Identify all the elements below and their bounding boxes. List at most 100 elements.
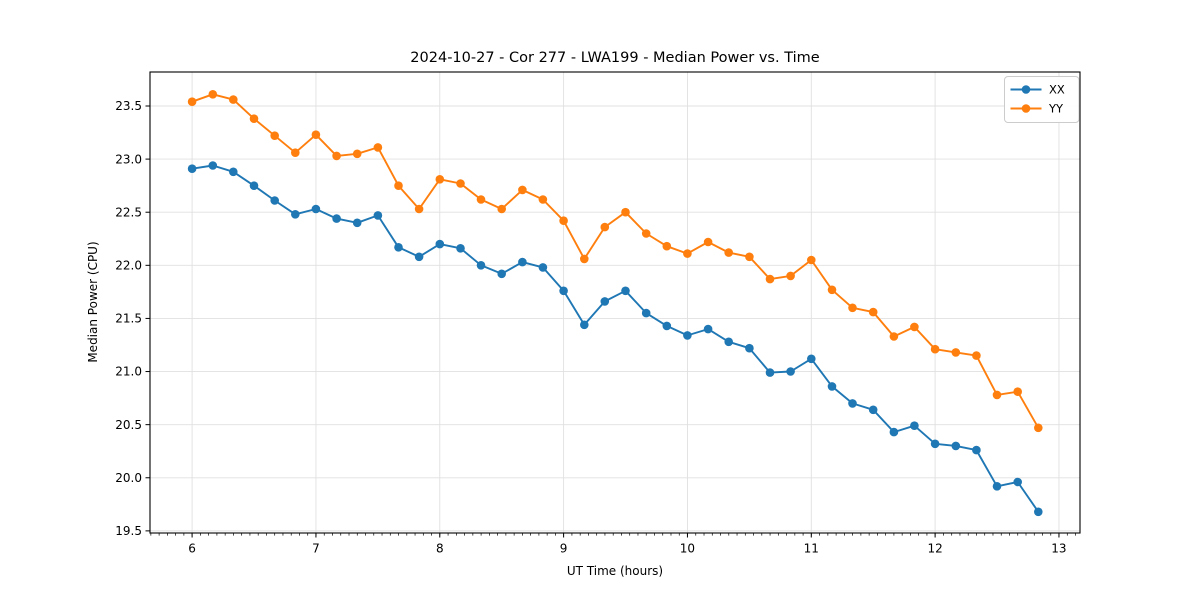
data-point-xx bbox=[476, 261, 486, 270]
y-tick-label: 21.0 bbox=[115, 365, 142, 379]
data-point-yy bbox=[291, 148, 300, 157]
x-tick-label: 8 bbox=[436, 542, 444, 556]
data-point-xx bbox=[229, 167, 238, 177]
data-point-yy bbox=[580, 254, 589, 264]
x-tick-label: 7 bbox=[312, 542, 320, 556]
data-point-yy bbox=[559, 216, 568, 225]
data-series bbox=[187, 90, 1043, 517]
data-point-yy bbox=[662, 241, 672, 251]
data-point-xx bbox=[786, 367, 795, 376]
data-point-yy bbox=[972, 351, 981, 360]
data-point-yy bbox=[249, 114, 259, 123]
data-point-xx bbox=[889, 427, 899, 437]
data-point-yy bbox=[394, 181, 403, 190]
data-point-yy bbox=[745, 252, 754, 262]
x-tick-label: 6 bbox=[188, 542, 196, 556]
legend-marker-yy bbox=[1021, 104, 1031, 113]
data-point-yy bbox=[497, 204, 507, 214]
data-point-xx bbox=[600, 297, 610, 306]
data-point-xx bbox=[745, 343, 754, 353]
data-point-yy bbox=[910, 322, 919, 332]
data-point-xx bbox=[992, 482, 1002, 491]
y-tick-label: 22.0 bbox=[115, 259, 142, 273]
legend-label-xx: XX bbox=[1049, 83, 1065, 97]
data-point-xx bbox=[827, 382, 837, 391]
data-point-xx bbox=[332, 214, 341, 223]
data-point-yy bbox=[641, 229, 651, 238]
data-point-xx bbox=[683, 331, 692, 340]
x-tick-label: 12 bbox=[927, 542, 942, 556]
data-point-xx bbox=[910, 421, 919, 431]
x-tick-label: 10 bbox=[680, 542, 695, 556]
data-point-yy bbox=[414, 204, 424, 214]
data-point-yy bbox=[951, 348, 961, 357]
data-point-yy bbox=[311, 130, 321, 139]
data-point-yy bbox=[889, 332, 899, 341]
data-point-xx bbox=[1013, 477, 1022, 487]
data-point-yy bbox=[270, 131, 280, 140]
data-point-xx bbox=[538, 263, 548, 272]
data-point-yy bbox=[1013, 387, 1022, 397]
data-point-yy bbox=[229, 95, 238, 104]
plot-area bbox=[150, 72, 1080, 533]
data-point-yy bbox=[332, 151, 341, 161]
y-tick-label: 22.5 bbox=[115, 205, 142, 219]
data-point-xx bbox=[621, 286, 630, 296]
data-point-yy bbox=[1034, 423, 1043, 433]
data-point-xx bbox=[1034, 507, 1043, 517]
y-axis-label: Median Power (CPU) bbox=[86, 241, 100, 362]
data-point-xx bbox=[724, 337, 733, 347]
data-point-yy bbox=[683, 249, 692, 258]
data-point-xx bbox=[249, 181, 259, 190]
data-point-xx bbox=[930, 439, 940, 449]
data-point-yy bbox=[621, 207, 630, 217]
data-point-yy bbox=[352, 149, 362, 159]
data-point-yy bbox=[208, 90, 218, 99]
data-point-yy bbox=[724, 248, 733, 257]
y-tick-label: 21.5 bbox=[115, 312, 142, 326]
plot-frame bbox=[149, 71, 1081, 534]
data-point-yy bbox=[476, 195, 486, 204]
data-point-yy bbox=[187, 97, 197, 106]
data-point-xx bbox=[559, 286, 568, 296]
legend-marker-xx bbox=[1021, 85, 1031, 94]
data-point-xx bbox=[951, 441, 961, 451]
x-tick-label: 11 bbox=[804, 542, 819, 556]
data-point-xx bbox=[518, 257, 527, 267]
data-point-xx bbox=[208, 161, 218, 170]
data-point-yy bbox=[456, 179, 465, 188]
x-axis-label: UT Time (hours) bbox=[567, 564, 663, 578]
data-point-xx bbox=[187, 164, 197, 173]
data-point-xx bbox=[291, 210, 300, 219]
data-point-xx bbox=[662, 321, 672, 331]
data-point-xx bbox=[270, 196, 280, 205]
data-point-yy bbox=[373, 143, 383, 152]
data-point-xx bbox=[352, 218, 362, 228]
data-point-xx bbox=[868, 405, 878, 415]
legend: XX YY bbox=[1004, 76, 1080, 123]
data-point-xx bbox=[414, 252, 424, 262]
data-point-yy bbox=[992, 390, 1002, 400]
data-point-xx bbox=[456, 244, 465, 253]
x-tick-label: 9 bbox=[560, 542, 568, 556]
data-point-yy bbox=[868, 307, 878, 317]
legend-label-yy: YY bbox=[1048, 102, 1064, 116]
data-point-xx bbox=[394, 243, 403, 252]
chart-title: 2024-10-27 - Cor 277 - LWA199 - Median P… bbox=[410, 50, 819, 66]
data-point-yy bbox=[848, 303, 857, 313]
data-point-yy bbox=[538, 195, 548, 204]
data-point-xx bbox=[848, 399, 857, 408]
data-point-xx bbox=[807, 354, 816, 364]
data-point-xx bbox=[972, 445, 981, 455]
data-point-xx bbox=[703, 324, 713, 334]
data-point-xx bbox=[311, 204, 321, 214]
x-tick-label: 13 bbox=[1051, 542, 1066, 556]
data-point-xx bbox=[435, 239, 445, 249]
data-point-yy bbox=[703, 237, 713, 247]
data-point-yy bbox=[435, 175, 445, 184]
data-point-yy bbox=[518, 185, 527, 195]
y-tick-label: 23.0 bbox=[115, 152, 142, 166]
legend-box bbox=[1004, 76, 1080, 123]
data-point-xx bbox=[641, 308, 651, 318]
